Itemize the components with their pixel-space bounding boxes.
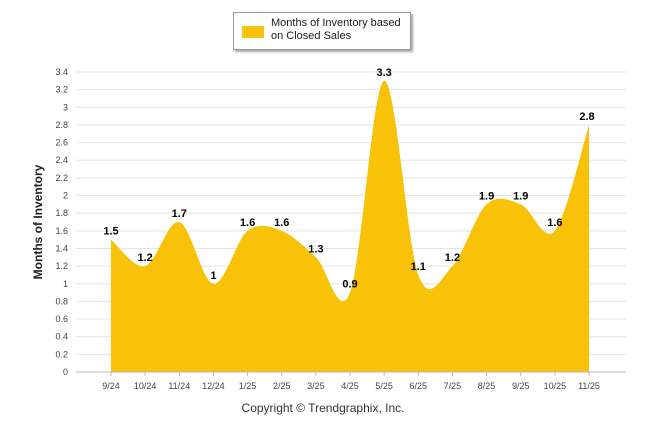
y-tick-label: 3.2 <box>55 85 68 95</box>
data-label: 2.8 <box>579 111 594 123</box>
y-tick-label: 2.8 <box>55 120 68 130</box>
data-label: 1.6 <box>240 217 255 229</box>
y-tick-label: 2.2 <box>55 173 68 183</box>
y-axis-ticks: 0 0.2 0.4 0.6 0.8 1 1.2 1.4 1.6 1.8 2 2.2 2.4 2.6 2.8 3… <box>55 67 68 377</box>
x-tick-label: 8/25 <box>478 381 496 391</box>
legend-label: Months of Inventory based on Closed Sale… <box>271 17 409 43</box>
data-label: 1.2 <box>445 252 460 264</box>
series-area <box>111 80 589 372</box>
x-tick-label: 3/25 <box>307 381 325 391</box>
data-label: 1 <box>210 270 216 282</box>
y-tick-label: 3 <box>63 102 68 112</box>
x-tick-label: 7/25 <box>444 381 462 391</box>
data-label: 1.7 <box>172 208 187 220</box>
data-labels: 1.5 1.2 1.7 1 1.6 1.6 1.3 0.9 3.3 1.1 1.2 1.9 1.9 1.6… <box>103 67 594 291</box>
legend-label-line1: Months of Inventory based <box>271 17 401 29</box>
data-label: 3.3 <box>376 67 391 79</box>
x-tick-label: 9/25 <box>512 381 530 391</box>
data-label: 1.1 <box>411 261 426 273</box>
y-tick-label: 0.4 <box>55 332 68 342</box>
data-label: 1.2 <box>137 252 152 264</box>
y-tick-label: 0.6 <box>55 314 68 324</box>
data-label: 1.3 <box>308 243 323 255</box>
x-tick-label: 5/25 <box>375 381 393 391</box>
x-tick-label: 12/24 <box>202 381 225 391</box>
y-tick-label: 0 <box>63 367 68 377</box>
y-tick-label: 2.4 <box>55 155 68 165</box>
y-tick-label: 1 <box>63 279 68 289</box>
x-tick-label: 10/25 <box>544 381 567 391</box>
x-tick-label: 1/25 <box>239 381 257 391</box>
legend-swatch <box>242 26 264 38</box>
x-axis-ticks: 9/24 10/24 11/24 12/24 1/25 2/25 3/25 4/25 5/25 6… <box>102 372 600 391</box>
x-tick-label: 11/25 <box>578 381 600 391</box>
legend-label-line2: on Closed Sales <box>271 30 352 42</box>
y-tick-label: 1.2 <box>55 261 68 271</box>
x-tick-label: 11/24 <box>168 381 190 391</box>
data-label: 1.9 <box>513 190 528 202</box>
data-label: 1.5 <box>103 226 118 238</box>
x-tick-label: 2/25 <box>273 381 291 391</box>
data-label: 1.9 <box>479 190 494 202</box>
legend: Months of Inventory based on Closed Sale… <box>233 12 411 50</box>
y-tick-label: 1.6 <box>55 226 68 236</box>
data-label: 1.6 <box>274 217 289 229</box>
data-label: 0.9 <box>342 279 357 291</box>
x-tick-label: 9/24 <box>102 381 120 391</box>
y-tick-label: 2 <box>63 191 68 201</box>
y-tick-label: 1.8 <box>55 208 68 218</box>
y-tick-label: 1.4 <box>55 243 68 253</box>
y-tick-label: 3.4 <box>55 67 68 77</box>
data-label: 1.6 <box>547 217 562 229</box>
x-tick-label: 4/25 <box>341 381 359 391</box>
y-tick-label: 0.2 <box>55 349 68 359</box>
x-tick-label: 6/25 <box>410 381 428 391</box>
x-tick-label: 10/24 <box>134 381 157 391</box>
y-tick-label: 2.6 <box>55 138 68 148</box>
y-axis-label: Months of Inventory <box>31 164 45 279</box>
y-tick-label: 0.8 <box>55 296 68 306</box>
copyright-text: Copyright © Trendgraphix, Inc. <box>241 401 405 415</box>
